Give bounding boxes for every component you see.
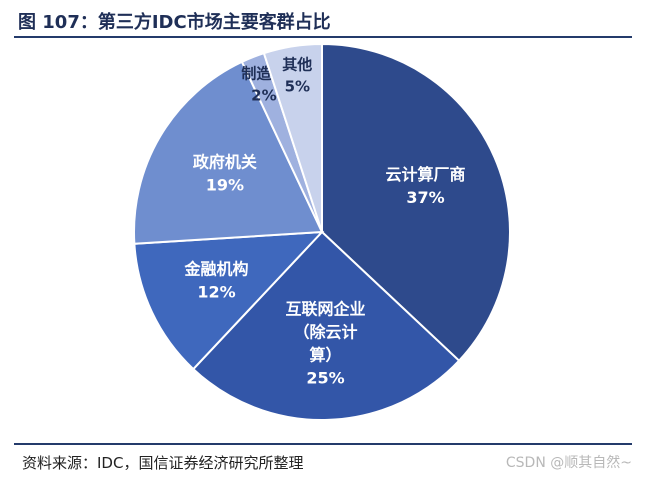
slice-value-financial-institutions: 12% bbox=[197, 283, 235, 302]
pie-slice-internet-companies bbox=[191, 230, 461, 421]
pie-slice-government bbox=[133, 60, 324, 245]
source-note: 资料来源：IDC，国信证券经济研究所整理 bbox=[22, 454, 304, 472]
pie-slice-cloud-vendors bbox=[321, 42, 511, 363]
pie-slice-other bbox=[262, 42, 323, 233]
slice-value-internet-companies: 25% bbox=[306, 369, 344, 388]
slice-label-other: 其他 5% bbox=[282, 56, 312, 96]
slice-value-government: 19% bbox=[206, 176, 244, 195]
slice-label-government: 政府机关 19% bbox=[193, 153, 257, 195]
slice-name-financial-institutions: 金融机构 bbox=[183, 260, 248, 279]
slice-name-internet-companies: （除云计 bbox=[293, 323, 357, 342]
figure-title: 图 107：第三方IDC市场主要客群占比 bbox=[18, 12, 331, 33]
top-rule bbox=[14, 36, 632, 38]
slice-name-internet-companies: 互联网企业 bbox=[285, 300, 365, 319]
slice-value-cloud-vendors: 37% bbox=[406, 188, 444, 207]
slice-name-other: 其他 bbox=[282, 56, 312, 74]
slice-value-manufacturing: 2% bbox=[251, 87, 276, 105]
slice-value-other: 5% bbox=[285, 78, 310, 96]
slice-label-cloud-vendors: 云计算厂商 37% bbox=[385, 165, 465, 207]
slice-name-government: 政府机关 bbox=[193, 153, 257, 172]
slice-name-internet-companies: 算） bbox=[309, 346, 341, 365]
pie-chart: 云计算厂商37%互联网企业（除云计算）25%金融机构12%政府机关19%制造业2… bbox=[133, 42, 511, 421]
slice-name-cloud-vendors: 云计算厂商 bbox=[385, 165, 465, 184]
pie-slice-financial-institutions bbox=[133, 230, 325, 371]
bottom-rule bbox=[14, 443, 632, 445]
slice-label-financial-institutions: 金融机构 12% bbox=[183, 260, 248, 302]
watermark: CSDN @顺其自然~ bbox=[505, 455, 632, 471]
